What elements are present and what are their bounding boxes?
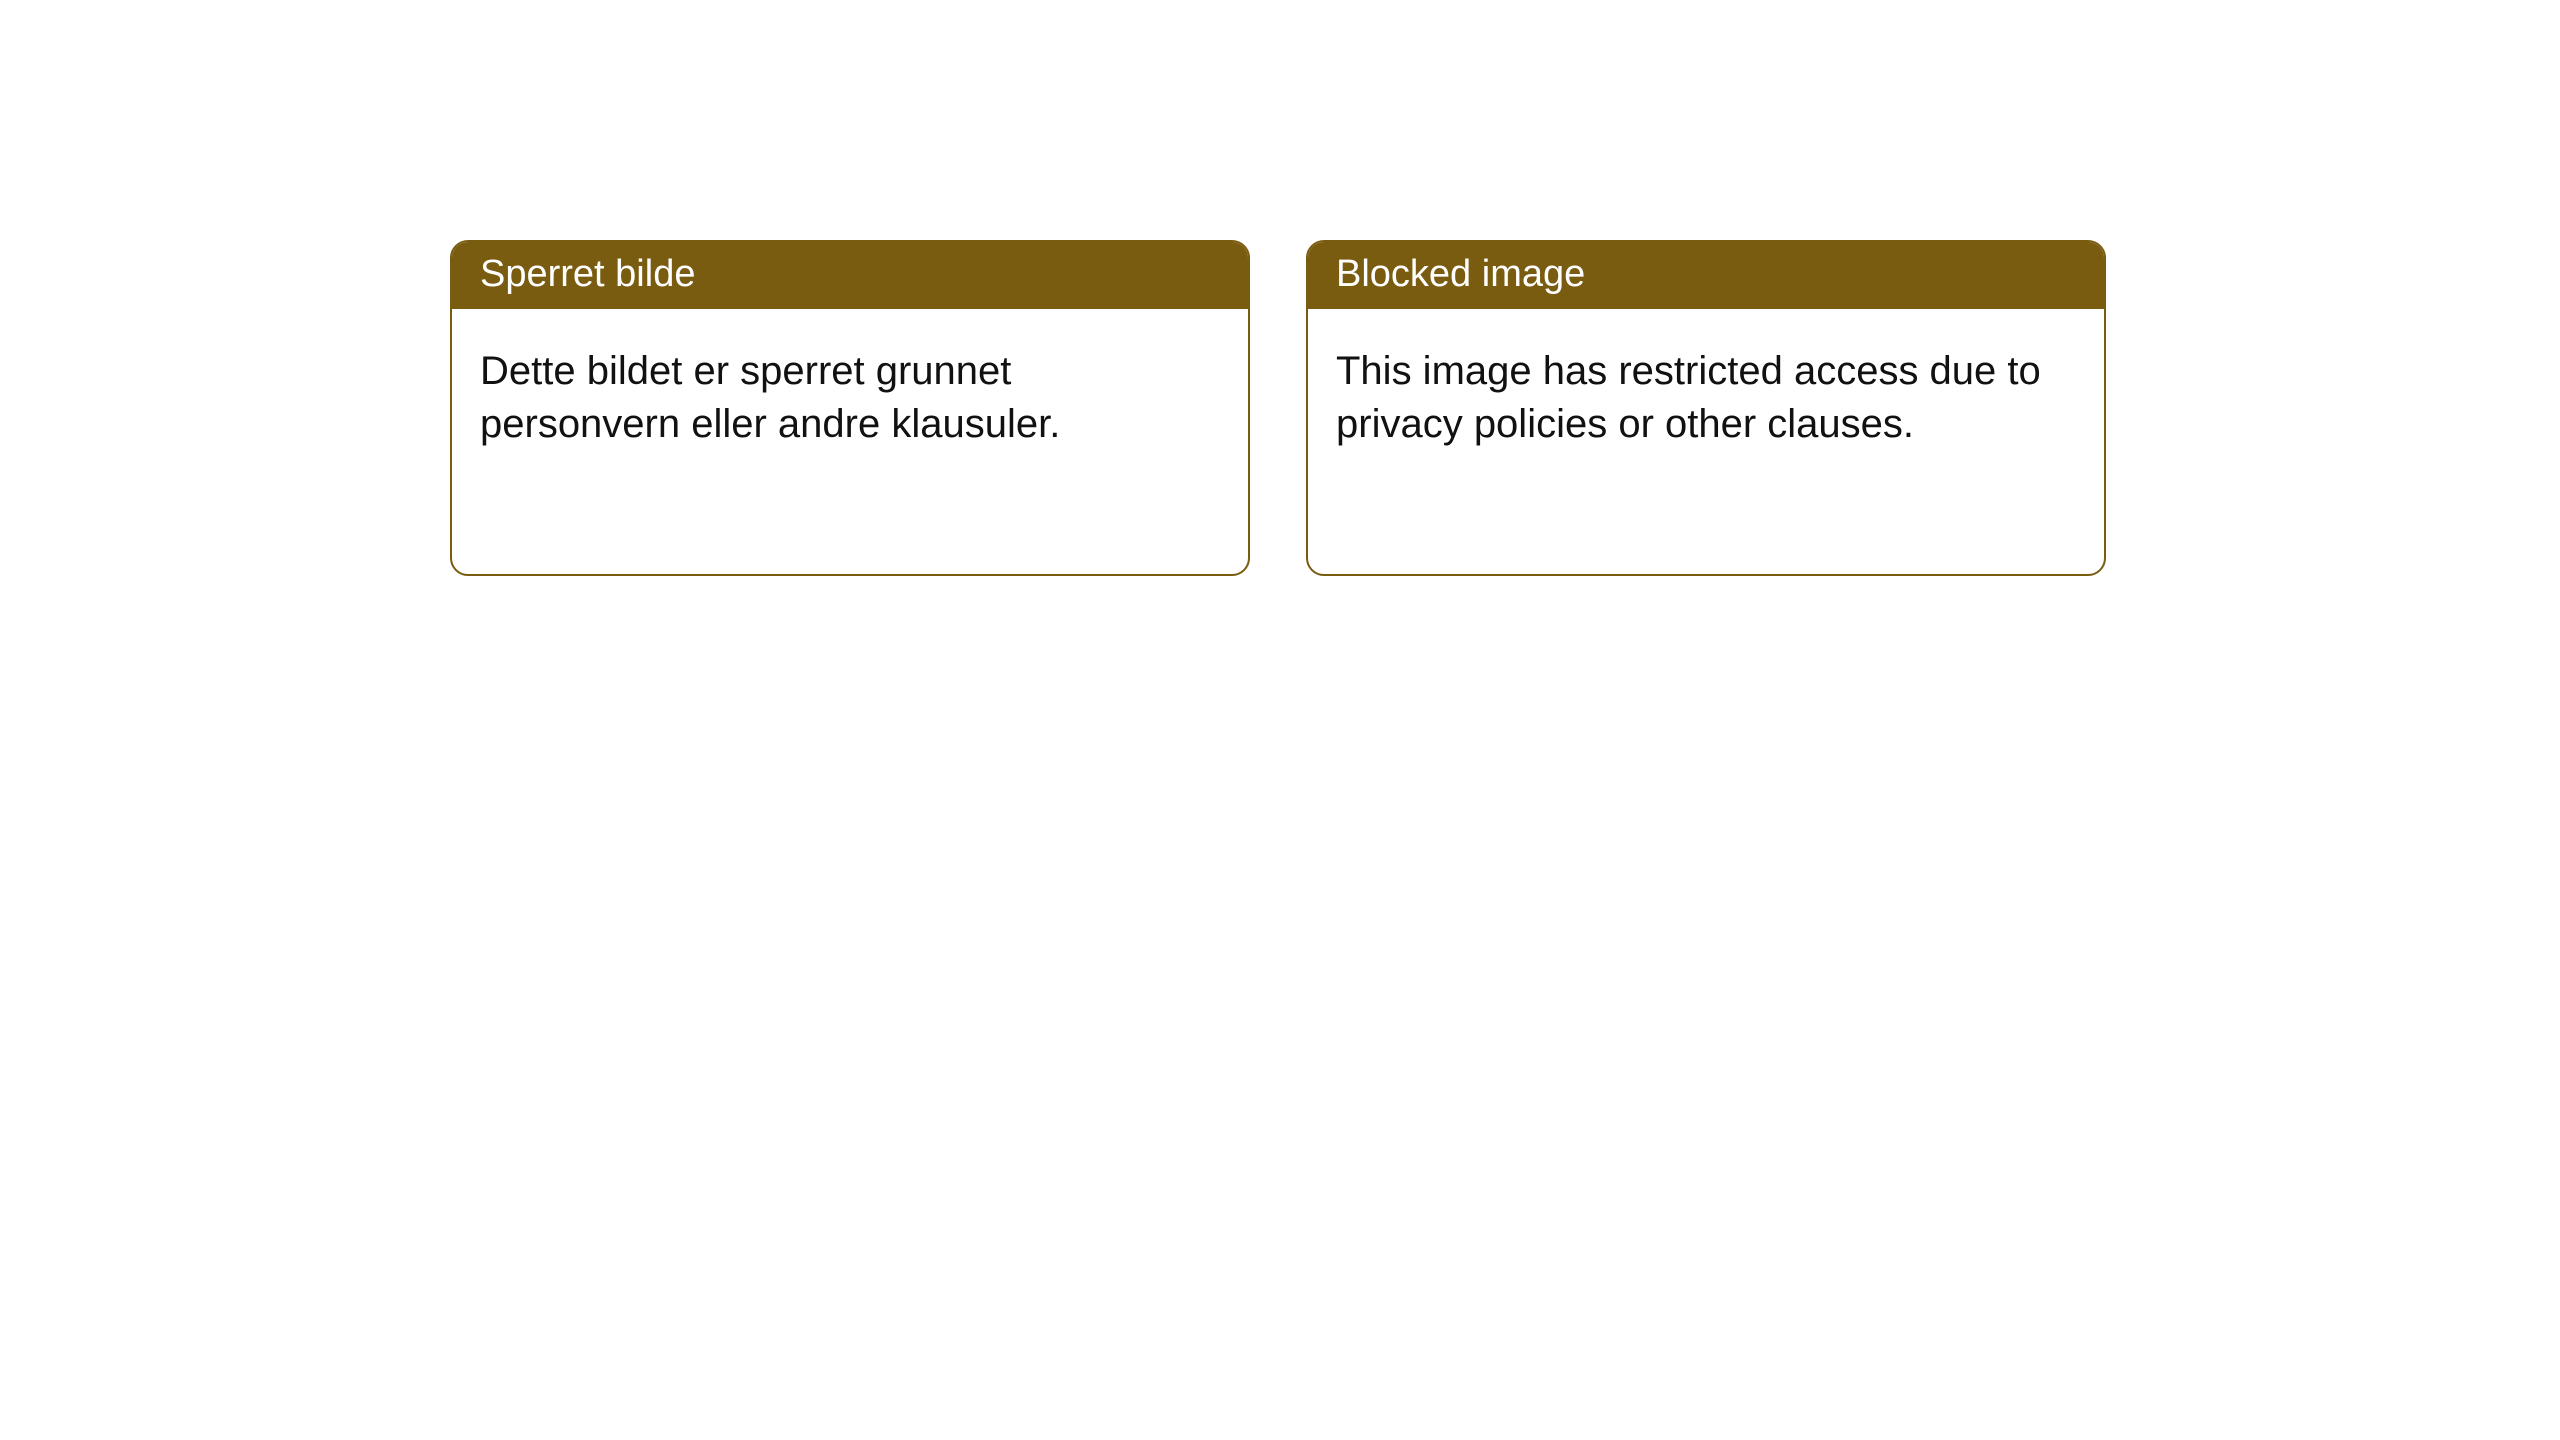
notice-container: Sperret bilde Dette bildet er sperret gr… — [0, 0, 2560, 576]
notice-card-header: Sperret bilde — [452, 242, 1248, 309]
notice-card-norwegian: Sperret bilde Dette bildet er sperret gr… — [450, 240, 1250, 576]
notice-card-body: This image has restricted access due to … — [1308, 309, 2104, 479]
notice-card-english: Blocked image This image has restricted … — [1306, 240, 2106, 576]
notice-card-body: Dette bildet er sperret grunnet personve… — [452, 309, 1248, 479]
notice-card-header: Blocked image — [1308, 242, 2104, 309]
